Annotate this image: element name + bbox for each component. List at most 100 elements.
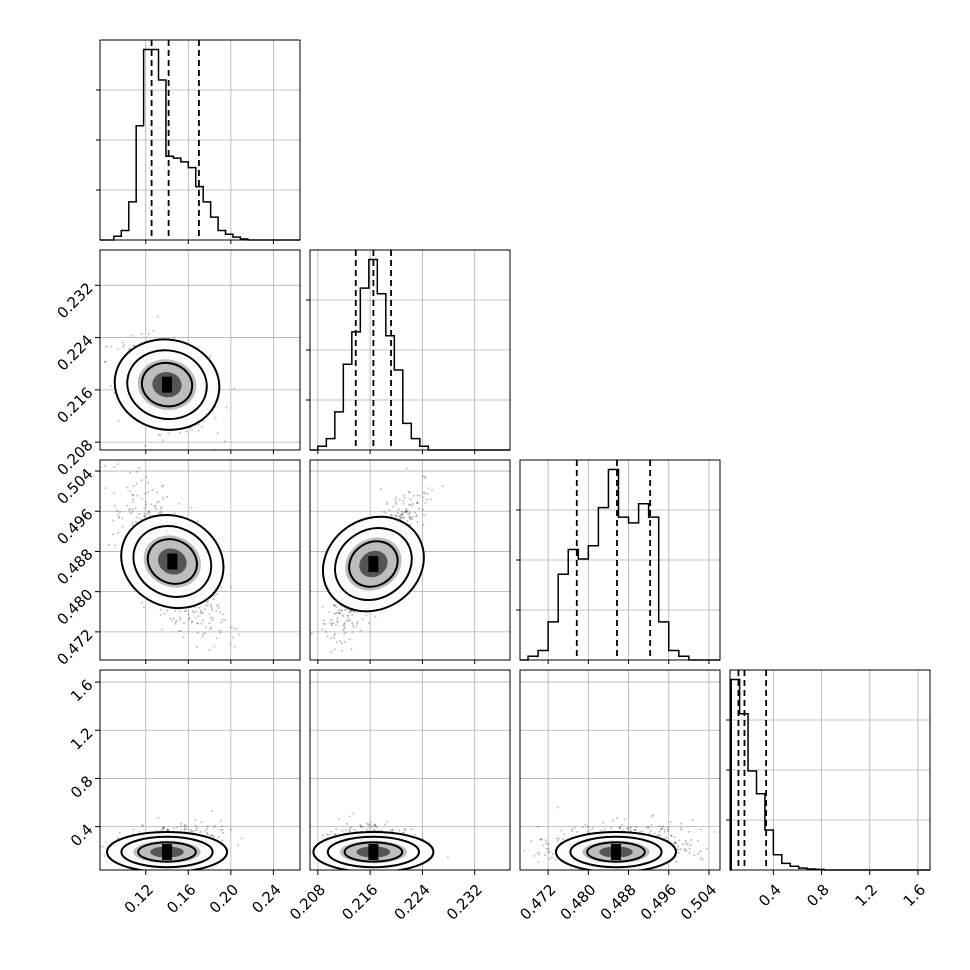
scatter-point (159, 507, 162, 510)
scatter-point (190, 621, 193, 624)
scatter-point (215, 593, 218, 596)
scatter-point (367, 824, 370, 827)
scatter-point (339, 612, 342, 615)
scatter-point (235, 628, 238, 630)
scatter-point (135, 482, 138, 485)
contour-line (348, 540, 399, 588)
scatter-point (648, 826, 651, 829)
scatter-point (205, 831, 208, 834)
scatter-point (334, 612, 337, 615)
scatter-point (192, 611, 195, 614)
scatter-point (322, 619, 325, 622)
scatter-point (336, 641, 339, 644)
scatter-point (166, 495, 169, 498)
scatter-point (146, 513, 149, 516)
scatter-point (335, 611, 338, 614)
scatter-point (386, 503, 389, 506)
scatter-point (117, 347, 120, 350)
scatter-point (229, 642, 232, 645)
scatter-point (222, 831, 224, 834)
scatter-point (211, 834, 214, 837)
scatter-point (167, 432, 170, 435)
scatter-point (148, 511, 151, 514)
scatter-point (136, 494, 139, 497)
scatter-point (216, 432, 219, 435)
scatter-point (337, 609, 340, 612)
scatter-point (548, 857, 551, 860)
scatter-point (653, 832, 656, 835)
scatter-point (333, 604, 335, 606)
scatter-point (302, 623, 304, 625)
scatter-point (392, 505, 395, 508)
scatter-point (185, 430, 188, 433)
scatter-point (200, 426, 203, 428)
panel-frame (309, 669, 511, 871)
scatter-point (303, 830, 305, 832)
scatter-point (352, 623, 355, 626)
scatter-point (240, 837, 243, 840)
scatter-point (405, 467, 408, 470)
scatter-point (350, 647, 353, 650)
scatter-point (408, 516, 411, 518)
scatter-point (210, 607, 213, 610)
scatter-point (197, 615, 200, 618)
scatter-point (183, 824, 186, 826)
scatter-point (140, 479, 143, 482)
scatter-point (149, 503, 152, 506)
scatter-point (416, 501, 419, 504)
panel-frame (99, 459, 301, 661)
scatter-point (423, 475, 426, 478)
scatter-point (333, 604, 336, 607)
scatter-point (441, 485, 444, 488)
scatter-point (670, 834, 673, 837)
scatter-point (221, 839, 224, 842)
scatter-point (169, 617, 172, 620)
scatter-point (159, 614, 162, 617)
scatter-point (324, 623, 326, 626)
scatter-point (345, 619, 348, 622)
scatter-point (660, 828, 663, 831)
scatter-point (162, 439, 164, 442)
scatter-point (200, 612, 203, 615)
scatter-point (355, 625, 358, 628)
scatter-point (539, 838, 541, 841)
scatter-point (143, 507, 146, 510)
scatter-point (650, 823, 653, 826)
scatter-point (201, 619, 204, 622)
scatter-point (221, 613, 224, 616)
hist-panel-0 (96, 39, 301, 241)
scatter-panel-2-1 (302, 459, 511, 661)
hist-panel-3 (726, 669, 931, 871)
scatter-point (131, 493, 134, 496)
scatter-point (336, 619, 338, 622)
contour-line (343, 841, 404, 863)
scatter-point (344, 631, 347, 634)
scatter-point (116, 463, 119, 465)
scatter-point (201, 635, 204, 638)
scatter-point (371, 825, 374, 828)
scatter-point (166, 829, 168, 832)
scatter-point (348, 611, 351, 614)
scatter-point (178, 432, 181, 435)
scatter-point (422, 837, 425, 840)
scatter-point (221, 828, 224, 831)
scatter-point (213, 594, 216, 597)
scatter-point (333, 637, 336, 640)
scatter-point (326, 833, 328, 836)
contour-line (132, 525, 213, 598)
scatter-point (130, 334, 133, 337)
scatter-point (209, 616, 212, 619)
scatter-panel-1-0 (99, 249, 301, 451)
scatter-point (342, 615, 345, 618)
scatter-point (402, 494, 405, 497)
scatter-point (307, 828, 309, 830)
scatter-point (143, 515, 146, 518)
scatter-point (136, 516, 139, 519)
scatter-point (418, 494, 421, 497)
scatter-point (699, 850, 702, 853)
scatter-point (375, 826, 378, 829)
scatter-point (348, 638, 351, 641)
scatter-point (216, 604, 219, 607)
scatter-point (413, 833, 416, 836)
scatter-point (415, 502, 418, 504)
